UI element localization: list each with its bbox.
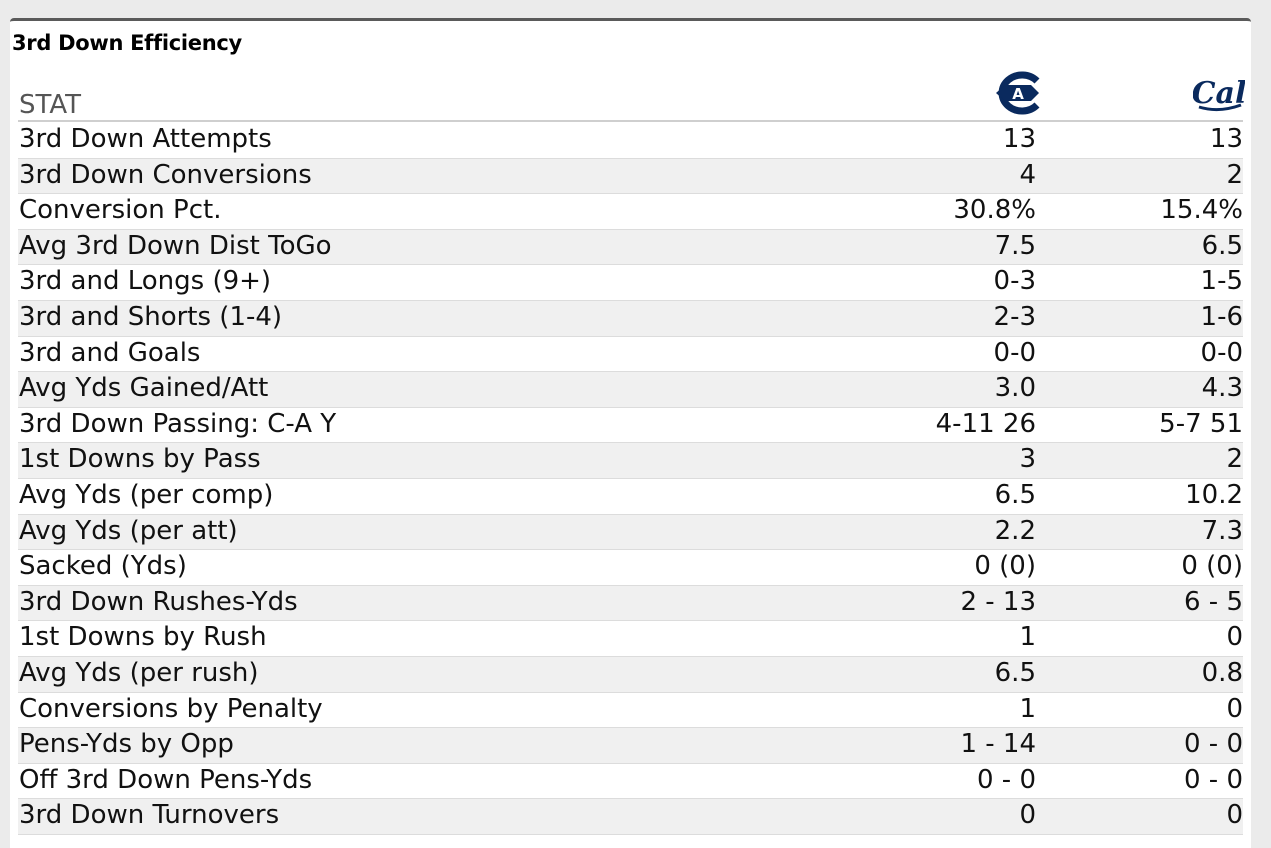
cal-value: 6.5 (1201, 230, 1243, 261)
uc-davis-value: 0 (0) (974, 551, 1036, 582)
table-row: 3rd Down Passing: C-A Y 4-11 26 5-7 51 (18, 408, 1243, 444)
efficiency-panel: 3rd Down Efficiency STAT A Cal 3rd Down … (10, 18, 1251, 848)
stat-label: 1st Downs by Rush (19, 622, 267, 653)
stat-label: Avg Yds (per comp) (19, 479, 274, 510)
stat-label: 3rd Down Attempts (19, 124, 272, 154)
stats-table-body: 3rd Down Attempts 13 13 3rd Down Conversion… (18, 123, 1243, 835)
cal-value: 0 (0) (1181, 551, 1243, 582)
cal-value: 0.8 (1201, 657, 1243, 688)
stat-label: 3rd and Goals (19, 337, 201, 368)
stat-label: Sacked (Yds) (19, 551, 187, 582)
uc-davis-value: 1 - 14 (960, 729, 1036, 760)
table-row: 3rd Down Rushes-Yds 2 - 13 6 - 5 (18, 585, 1243, 622)
uc-davis-value: 0-0 (993, 337, 1036, 368)
table-row: Avg Yds (per rush) 6.5 0.8 (18, 656, 1243, 693)
table-row: Off 3rd Down Pens-Yds 0 - 0 0 - 0 (18, 764, 1243, 800)
uc-davis-value: 2.2 (994, 515, 1036, 546)
stat-column-header[interactable]: STAT (19, 90, 82, 120)
cal-value: 5-7 51 (1159, 408, 1243, 439)
stat-label: 3rd Down Passing: C-A Y (19, 408, 337, 439)
panel-title: 3rd Down Efficiency (12, 31, 242, 55)
cal-value: 10.2 (1185, 479, 1243, 510)
uc-davis-value: 2 - 13 (960, 586, 1036, 617)
table-row: 3rd Down Turnovers 0 0 (18, 799, 1243, 835)
table-row: Avg Yds (per comp) 6.5 10.2 (18, 479, 1243, 515)
cal-value: 1-5 (1200, 266, 1243, 297)
stat-label: Avg Yds (per att) (19, 515, 238, 546)
table-row: 1st Downs by Pass 3 2 (18, 443, 1243, 479)
uc-davis-value: 0-3 (993, 266, 1036, 297)
stat-label: 3rd Down Conversions (19, 159, 312, 190)
stat-label: 3rd Down Rushes-Yds (19, 586, 298, 617)
uc-davis-value: 2-3 (993, 301, 1036, 332)
cal-value: 6 - 5 (1184, 586, 1243, 617)
stat-label: Conversion Pct. (19, 195, 222, 226)
header-divider (18, 120, 1243, 122)
cal-value: 4.3 (1201, 373, 1243, 404)
table-row: 3rd and Shorts (1-4) 2-3 1-6 (18, 300, 1243, 337)
uc-davis-value: 4-11 26 (935, 408, 1036, 439)
table-row: Avg Yds Gained/Att 3.0 4.3 (18, 372, 1243, 408)
stat-label: Avg 3rd Down Dist ToGo (19, 230, 332, 261)
cal-value: 13 (1209, 124, 1243, 154)
stat-label: 3rd Down Turnovers (19, 800, 280, 831)
uc-davis-value: 1 (1019, 622, 1036, 653)
stat-label: 1st Downs by Pass (19, 444, 261, 475)
uc-davis-value: 13 (1002, 124, 1036, 154)
table-row: 3rd and Longs (9+) 0-3 1-5 (18, 265, 1243, 301)
uc-davis-value: 0 - 0 (977, 764, 1036, 795)
stat-label: Conversions by Penalty (19, 693, 323, 724)
uc-davis-value: 3 (1019, 444, 1036, 475)
table-row: 3rd and Goals 0-0 0-0 (18, 337, 1243, 373)
cal-value: 0 - 0 (1184, 764, 1243, 795)
table-row: 3rd Down Conversions 4 2 (18, 158, 1243, 195)
cal-value: 2 (1226, 444, 1243, 475)
uc-davis-logo-icon: A (996, 71, 1040, 115)
stat-label: Avg Yds Gained/Att (19, 373, 269, 404)
table-row: Conversions by Penalty 1 0 (18, 693, 1243, 729)
table-row: 1st Downs by Rush 1 0 (18, 621, 1243, 657)
table-row: Conversion Pct. 30.8% 15.4% (18, 194, 1243, 230)
cal-value: 0 (1226, 693, 1243, 724)
uc-davis-value: 3.0 (994, 373, 1036, 404)
table-row: Pens-Yds by Opp 1 - 14 0 - 0 (18, 728, 1243, 764)
stat-label: 3rd and Longs (9+) (19, 266, 272, 297)
uc-davis-value: 4 (1019, 159, 1036, 190)
cal-value: 0 (1226, 622, 1243, 653)
uc-davis-value: 7.5 (994, 230, 1036, 261)
table-row: Avg 3rd Down Dist ToGo 7.5 6.5 (18, 229, 1243, 266)
uc-davis-value: 6.5 (994, 479, 1036, 510)
cal-value: 15.4% (1160, 195, 1243, 226)
cal-value: 0 (1226, 800, 1243, 831)
table-row: 3rd Down Attempts 13 13 (18, 123, 1243, 159)
cal-value: 1-6 (1200, 301, 1243, 332)
uc-davis-value: 0 (1019, 800, 1036, 831)
cal-value: 0-0 (1200, 337, 1243, 368)
stat-label: Pens-Yds by Opp (19, 729, 234, 760)
stat-label: 3rd and Shorts (1-4) (19, 301, 283, 332)
cal-value: 0 - 0 (1184, 729, 1243, 760)
stat-label: Off 3rd Down Pens-Yds (19, 764, 313, 795)
uc-davis-value: 1 (1019, 693, 1036, 724)
table-header: STAT A Cal (18, 67, 1245, 122)
uc-davis-value: 30.8% (953, 195, 1036, 226)
uc-davis-value: 6.5 (994, 657, 1036, 688)
cal-value: 7.3 (1201, 515, 1243, 546)
table-row: Sacked (Yds) 0 (0) 0 (0) (18, 550, 1243, 586)
stat-label: Avg Yds (per rush) (19, 657, 259, 688)
cal-logo-icon: Cal (1193, 76, 1245, 112)
table-row: Avg Yds (per att) 2.2 7.3 (18, 514, 1243, 551)
uc-davis-logo-letter: A (1012, 85, 1024, 103)
cal-value: 2 (1226, 159, 1243, 190)
